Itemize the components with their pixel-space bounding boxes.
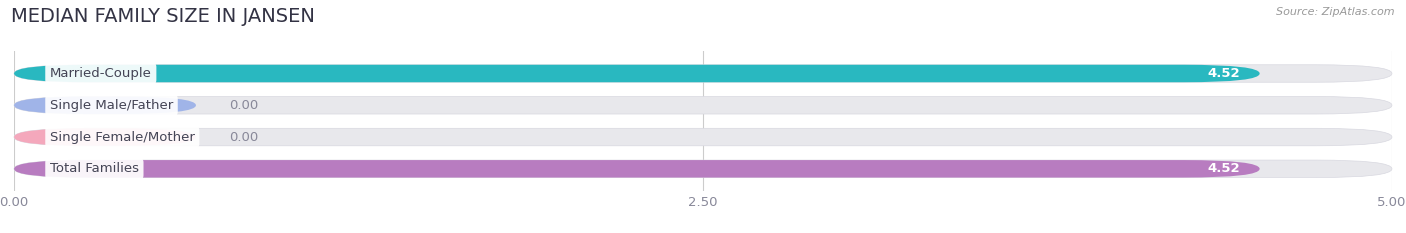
FancyBboxPatch shape [14, 128, 195, 146]
FancyBboxPatch shape [14, 65, 1392, 82]
Text: 4.52: 4.52 [1208, 67, 1240, 80]
FancyBboxPatch shape [14, 160, 1260, 178]
Text: Source: ZipAtlas.com: Source: ZipAtlas.com [1277, 7, 1395, 17]
FancyBboxPatch shape [14, 96, 1392, 114]
Text: MEDIAN FAMILY SIZE IN JANSEN: MEDIAN FAMILY SIZE IN JANSEN [11, 7, 315, 26]
Text: Total Families: Total Families [49, 162, 139, 175]
Text: 0.00: 0.00 [229, 130, 259, 144]
FancyBboxPatch shape [14, 65, 1260, 82]
Text: Single Female/Mother: Single Female/Mother [49, 130, 195, 144]
Text: 0.00: 0.00 [229, 99, 259, 112]
Text: 4.52: 4.52 [1208, 162, 1240, 175]
FancyBboxPatch shape [14, 96, 195, 114]
Text: Single Male/Father: Single Male/Father [49, 99, 173, 112]
Text: Married-Couple: Married-Couple [49, 67, 152, 80]
FancyBboxPatch shape [14, 128, 1392, 146]
FancyBboxPatch shape [14, 160, 1392, 178]
